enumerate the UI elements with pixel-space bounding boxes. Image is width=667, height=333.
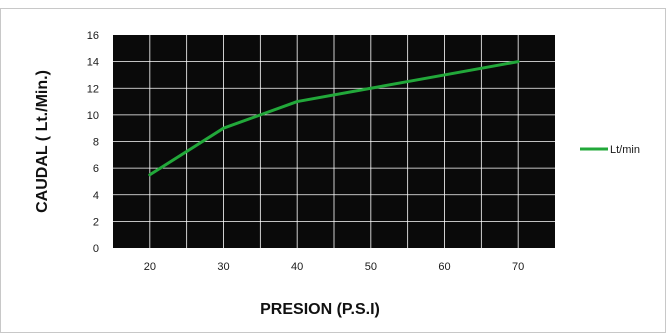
y-axis-title: CAUDAL ( Lt./Min.) [34, 70, 51, 213]
y-tick-label: 14 [87, 57, 99, 69]
y-tick-label: 0 [93, 243, 99, 255]
y-tick-label: 12 [87, 83, 99, 95]
y-tick-label: 10 [87, 110, 99, 122]
y-axis-ticks: 0 2 4 6 8 10 12 14 16 [87, 30, 99, 255]
y-tick-label: 8 [93, 137, 99, 149]
x-tick-label: 30 [217, 261, 229, 273]
y-tick-label: 2 [93, 216, 99, 228]
x-tick-label: 60 [438, 261, 450, 273]
x-axis-title: PRESION (P.S.I) [260, 301, 380, 318]
x-tick-label: 50 [365, 261, 377, 273]
x-axis-ticks: 20 30 40 50 60 70 [144, 261, 525, 273]
y-tick-label: 4 [93, 190, 99, 202]
x-tick-label: 70 [512, 261, 524, 273]
legend-label-lt-min: Lt/min [610, 144, 640, 156]
x-tick-label: 20 [144, 261, 156, 273]
series-layer [148, 60, 520, 177]
y-tick-label: 6 [93, 163, 99, 175]
series-line-lt-min [148, 60, 520, 177]
x-tick-label: 40 [291, 261, 303, 273]
y-tick-label: 16 [87, 30, 99, 42]
legend: Lt/min [580, 144, 640, 156]
horizontal-gridlines [113, 61, 555, 222]
